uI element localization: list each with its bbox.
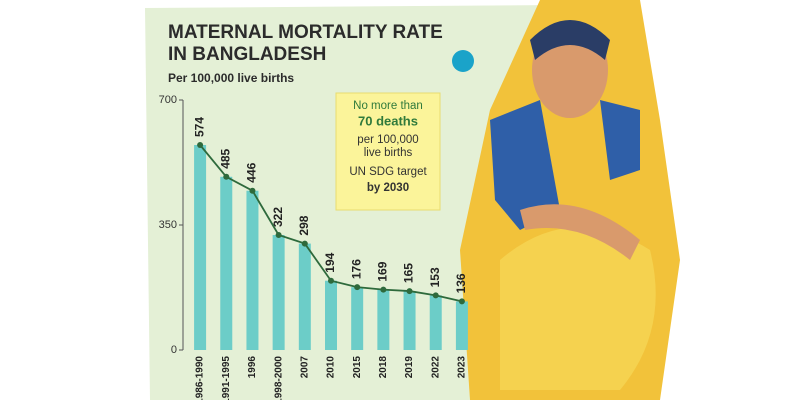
chart-title: MATERNAL MORTALITY RATE — [168, 22, 443, 43]
value-label: 322 — [271, 207, 285, 227]
plot: 0 350 700 574 1986-1990 485 1991-1995 446 1996 32… — [159, 94, 468, 400]
value-label: 136 — [454, 273, 468, 293]
trend-point — [249, 187, 256, 194]
hair — [530, 20, 610, 60]
bar — [429, 295, 442, 350]
x-tick-label: 2018 — [378, 356, 389, 379]
y-tick-label: 0 — [171, 344, 177, 356]
trend-point — [197, 142, 204, 148]
value-label: 194 — [323, 252, 337, 272]
x-tick-label: 2010 — [326, 356, 337, 379]
logo-circle — [452, 50, 474, 72]
logo — [452, 50, 474, 72]
y-tick-label: 700 — [159, 94, 177, 106]
note: No more than 70 deaths per 100,000 live … — [335, 92, 441, 211]
trend-point — [328, 277, 334, 284]
bar — [272, 235, 285, 350]
trend-point — [223, 173, 230, 180]
value-label: 153 — [428, 267, 442, 287]
x-tick-label: 1998-2000 — [273, 356, 284, 400]
x-tick-label: 2015 — [352, 356, 363, 379]
trend-point — [354, 284, 361, 291]
arm — [520, 204, 640, 260]
bar — [377, 289, 390, 350]
note-line: UN SDG target — [349, 166, 427, 178]
bar — [351, 287, 364, 350]
y-tick-label: 350 — [159, 219, 177, 231]
bar — [455, 301, 468, 350]
x-tick-label: 1986-1990 — [195, 356, 206, 400]
bar — [246, 190, 259, 350]
note-line: 70 deaths — [358, 113, 418, 128]
note-line: by 2030 — [367, 182, 409, 194]
bar — [403, 291, 416, 350]
illustration — [460, 0, 680, 400]
trend-point — [275, 232, 282, 238]
belly — [500, 227, 656, 390]
value-label: 574 — [192, 117, 206, 137]
trend-point — [301, 240, 308, 247]
trend-point — [380, 286, 387, 293]
note-box — [335, 92, 441, 211]
trend-point — [458, 298, 465, 305]
value-label: 298 — [297, 215, 311, 235]
note-line: No more than — [353, 100, 423, 112]
value-label: 169 — [376, 261, 390, 281]
bar — [194, 145, 207, 350]
bar — [220, 176, 233, 350]
chart-title: IN BANGLADESH — [168, 44, 326, 65]
x-tick-label: 2019 — [404, 356, 415, 379]
blouse — [490, 100, 560, 230]
x-tick-label: 2007 — [299, 356, 310, 379]
note-line: per 100,000 — [357, 134, 418, 146]
value-label: 485 — [218, 148, 232, 168]
value-label: 165 — [402, 263, 416, 283]
bar — [298, 243, 311, 350]
trend-point — [406, 288, 413, 295]
x-tick-label: 1991-1995 — [221, 356, 232, 400]
note-line: live births — [364, 147, 413, 159]
value-label: 446 — [245, 162, 259, 182]
blouse — [600, 100, 640, 180]
value-label: 176 — [349, 259, 363, 279]
x-tick-label: 2022 — [430, 356, 441, 379]
bar — [325, 280, 337, 350]
chart-subtitle: Per 100,000 live births — [168, 71, 294, 85]
x-tick-label: 2023 — [457, 356, 468, 379]
trend-point — [432, 292, 439, 299]
x-tick-label: 1996 — [247, 356, 258, 379]
